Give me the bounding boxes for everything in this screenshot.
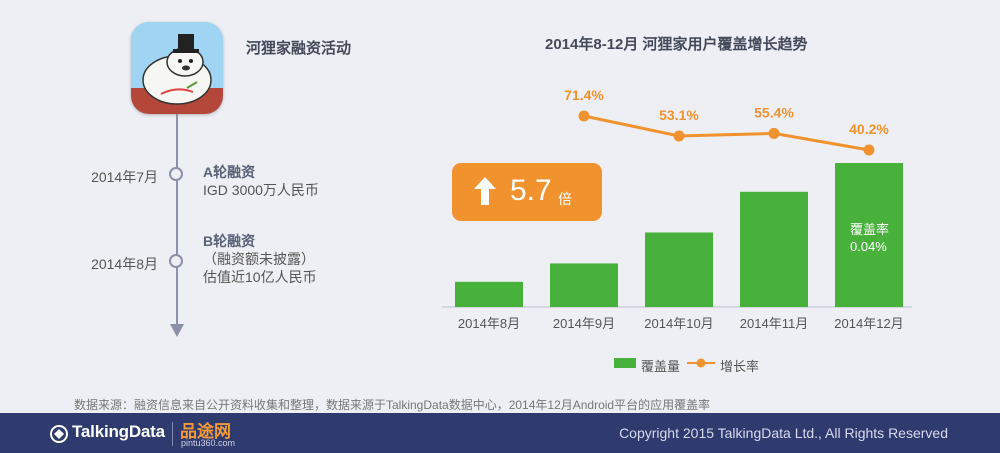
x-tick-label: 2014年9月 [553,316,615,331]
event-heading: B轮融资 [203,233,256,249]
growth-unit: 倍 [558,191,572,207]
legend-line-swatch [687,358,715,368]
timeline-node [169,167,183,181]
legend-line-label: 增长率 [720,359,760,374]
partner-url: pintu360.com [181,438,236,448]
bar [645,232,713,307]
bar [835,163,903,307]
growth-rate-line [583,114,870,152]
bar [455,281,523,307]
growth-rate-point [578,110,590,122]
bar [550,263,618,307]
growth-rate-label: 53.1% [659,107,699,123]
event-detail: IGD 3000万人民币 [203,182,319,198]
coverage-rate-value: 0.04% [850,239,887,254]
app-icon-beaver [131,22,223,114]
coverage-rate-caption: 覆盖率 [850,222,890,237]
coverage-rate-label: 覆盖率 0.04% [850,221,906,255]
growth-rate-label: 71.4% [564,87,604,103]
timeline-date: 2014年8月 [91,256,158,272]
growth-value: 5.7 [510,174,552,207]
growth-badge: 5.7 倍 [452,163,602,221]
timeline-arrow-icon [170,324,184,337]
coverage-chart: 2014年8月 2014年9月 2014年10月 2014年11月 2014年12月 71… [442,87,912,331]
legend-bar-label: 覆盖量 [641,359,681,374]
timeline-event: B轮融资 （融资额未披露） 估值近10亿人民币 [203,232,317,286]
up-arrow-icon [474,177,496,205]
partner-logo: 品途网 [180,422,231,442]
chart-title: 2014年8-12月 河狸家用户覆盖增长趋势 [545,36,808,53]
data-source-note: 数据来源：融资信息来自公开资料收集和整理，数据来源于TalkingData数据中… [74,398,711,412]
timeline-line [176,114,178,324]
talkingdata-logo: TalkingData [72,422,165,441]
x-tick-label: 2014年11月 [740,316,808,331]
growth-rate-point [673,130,685,142]
timeline-node [169,254,183,268]
event-heading: A轮融资 [203,164,256,180]
growth-rate-label: 55.4% [754,104,794,120]
copyright-text: Copyright 2015 TalkingData Ltd., All Rig… [619,425,948,441]
talkingdata-logo-icon [50,425,68,443]
legend-bar-swatch [614,358,636,368]
event-detail: 估值近10亿人民币 [203,269,317,285]
growth-rate-label: 40.2% [849,121,889,137]
timeline-event: A轮融资 IGD 3000万人民币 [203,163,319,199]
bar [740,191,808,307]
footer-bar: TalkingData 品途网 pintu360.com Copyright 2… [0,413,1000,453]
growth-rate-point [768,127,780,139]
funding-title: 河狸家融资活动 [246,40,352,57]
x-tick-label: 2014年10月 [644,316,713,331]
event-detail: （融资额未披露） [203,251,315,267]
growth-rate-point [863,144,875,156]
timeline-date: 2014年7月 [91,169,158,185]
x-tick-label: 2014年8月 [458,316,520,331]
x-tick-label: 2014年12月 [834,316,903,331]
footer-divider [172,422,173,446]
